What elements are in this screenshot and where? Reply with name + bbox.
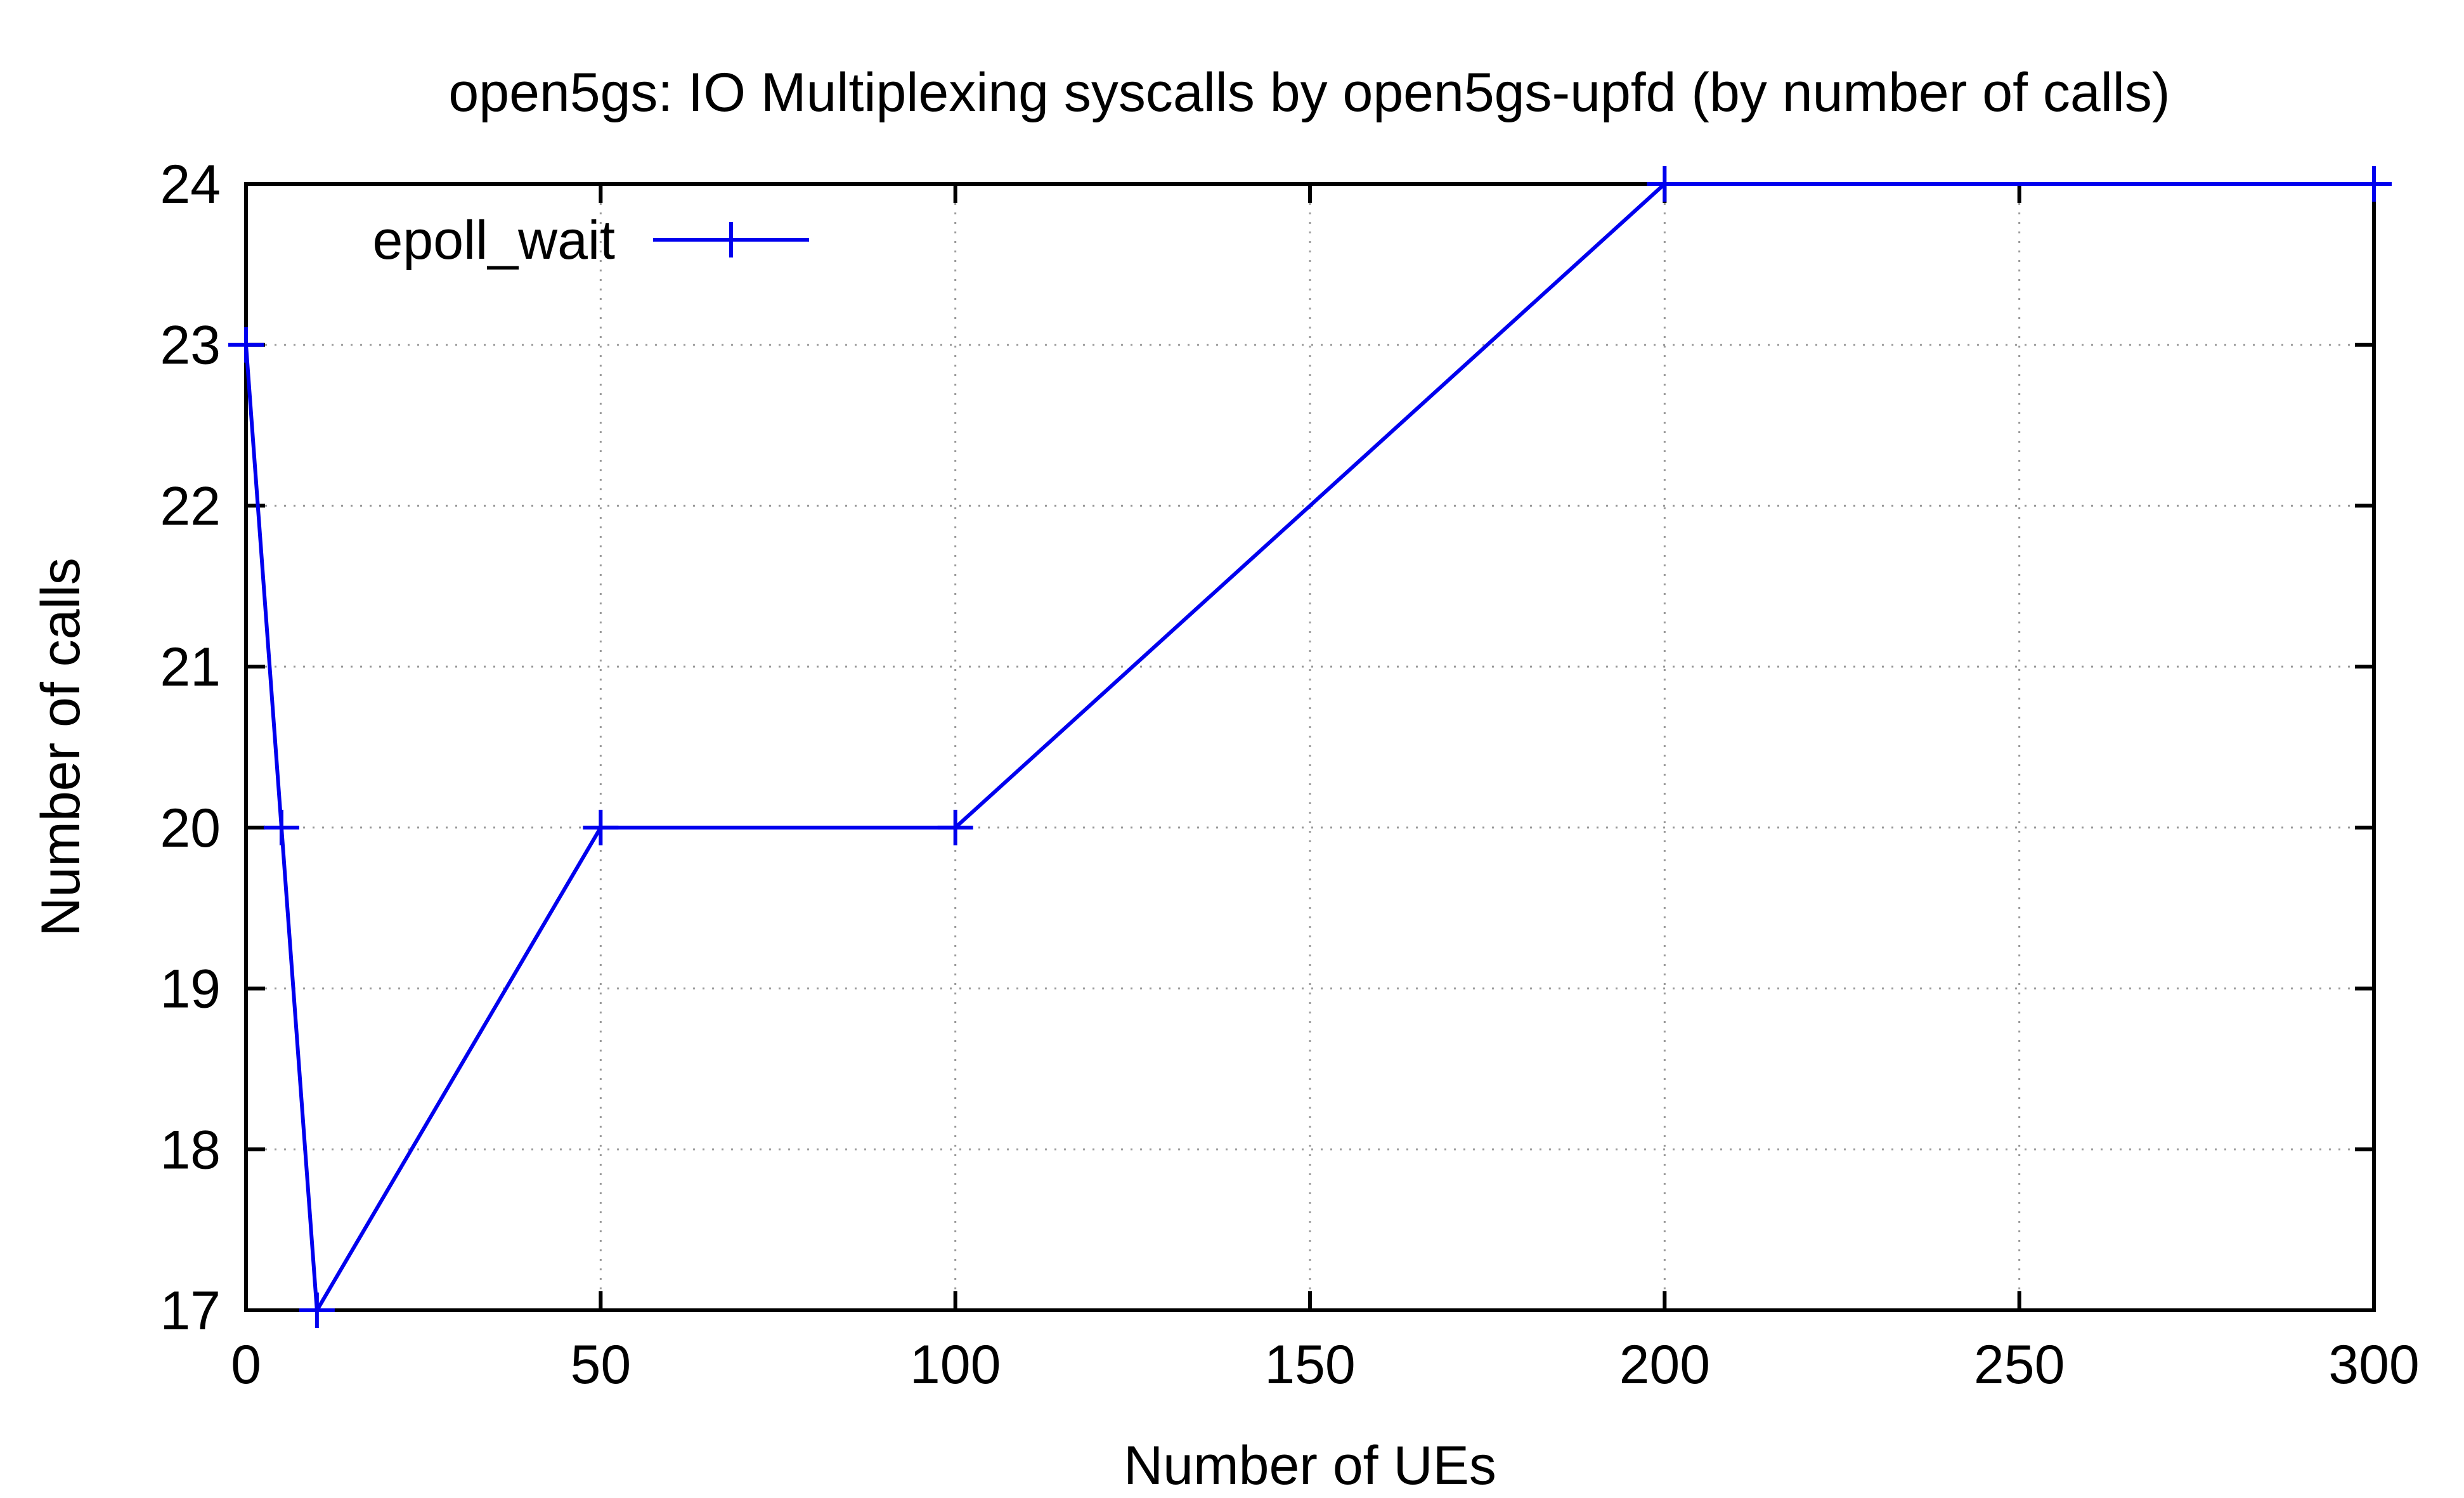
y-tick-label: 17 [160,1280,221,1341]
x-tick-label: 50 [570,1334,631,1395]
y-tick-label: 21 [160,637,221,698]
y-tick-label: 24 [160,154,221,215]
legend: epoll_wait [373,210,809,271]
x-tick-label: 200 [1619,1334,1711,1395]
y-tick-label: 23 [160,315,221,376]
x-tick-label: 100 [910,1334,1001,1395]
tick-labels: 0 50 100 150 200 250 300 17 18 19 20 21 22 23 24 [160,154,2419,1395]
x-tick-label: 150 [1264,1334,1356,1395]
legend-marker [713,222,749,257]
data-point-marker [299,1293,335,1328]
data-point-marker [2356,166,2392,202]
chart-title: open5gs: IO Multiplexing syscalls by ope… [448,62,2170,123]
y-tick-label: 20 [160,798,221,859]
data-point-marker [228,327,264,363]
series-layer [228,166,2392,1328]
legend-label: epoll_wait [373,210,616,271]
data-point-marker [1647,166,1683,202]
y-tick-label: 22 [160,476,221,537]
data-point-marker [583,809,619,845]
y-tick-label: 18 [160,1119,221,1180]
x-axis-label: Number of UEs [1124,1435,1496,1496]
x-tick-label: 300 [2328,1334,2420,1395]
x-tick-label: 0 [231,1334,261,1395]
x-tick-label: 250 [1974,1334,2065,1395]
plot-frame [244,182,2376,1312]
y-tick-label: 19 [160,959,221,1020]
grid [246,184,2374,1310]
data-point-marker [937,809,973,845]
y-axis-label: Number of calls [30,557,91,936]
data-point-marker [263,809,299,845]
